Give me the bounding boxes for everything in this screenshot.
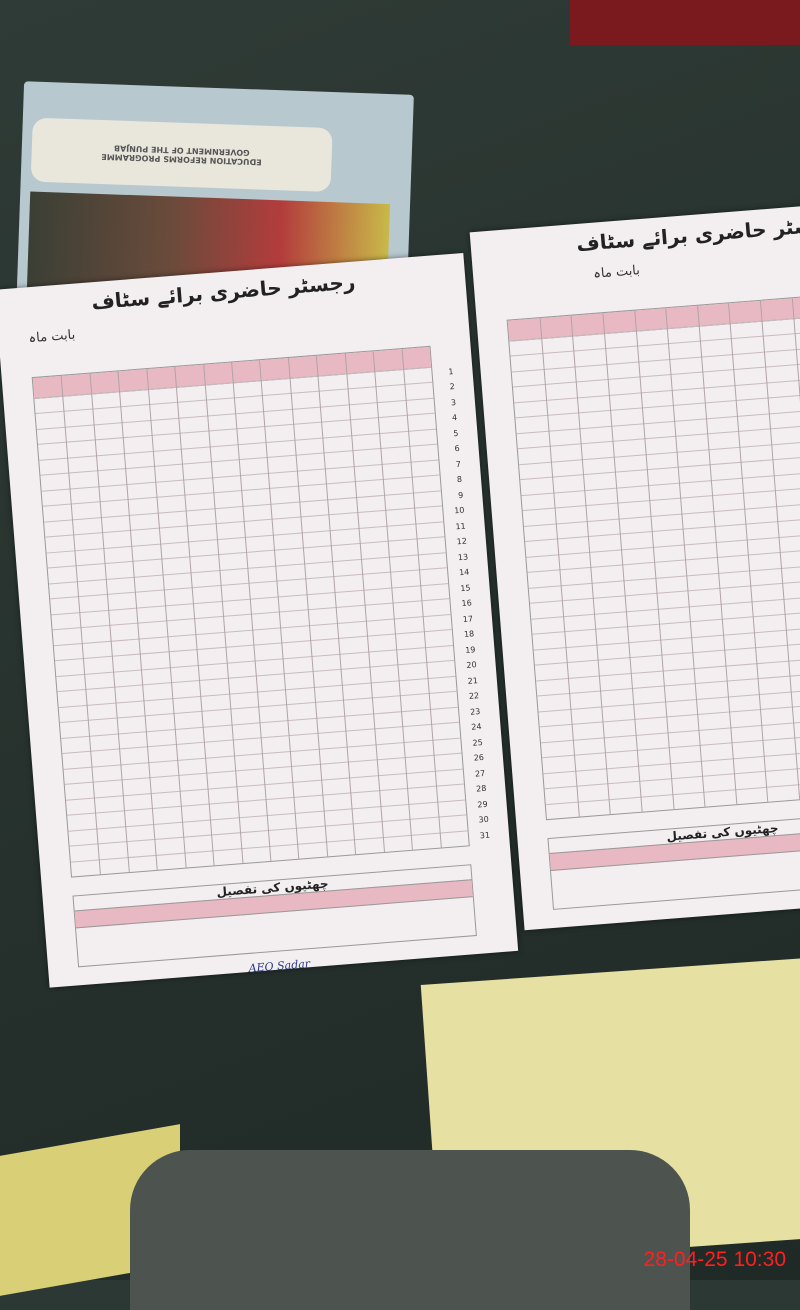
row-number: 11 xyxy=(455,521,467,532)
row-number: 17 xyxy=(462,614,474,624)
row-number: 3 xyxy=(450,397,457,408)
leave-details: چھٹیوں کی تفصیل xyxy=(72,864,477,968)
row-number: 18 xyxy=(463,629,475,640)
grid-row-line xyxy=(536,652,800,682)
grid-row-line xyxy=(542,730,800,759)
row-number: 25 xyxy=(472,737,484,748)
row-number: 13 xyxy=(457,552,469,563)
row-number: 8 xyxy=(456,475,463,485)
month-label: بابت ماہ xyxy=(28,327,76,347)
row-number: 24 xyxy=(470,722,482,732)
timestamp: 28-04-25 10:30 xyxy=(643,1248,786,1271)
sleeve xyxy=(130,1150,690,1310)
row-number: 14 xyxy=(458,567,470,578)
row-number: 20 xyxy=(466,660,477,671)
row-number: 29 xyxy=(477,799,488,810)
cover-band: EDUCATION REFORMS PROGRAMME GOVERNMENT O… xyxy=(30,117,333,193)
row-number: 1 xyxy=(448,367,454,377)
grid-row-line xyxy=(543,745,800,774)
handwritten-note: AEO Sadar xyxy=(248,957,311,975)
row-number: 22 xyxy=(468,691,480,702)
row-number: 19 xyxy=(464,644,476,655)
row-number: 6 xyxy=(454,444,460,454)
red-cloth xyxy=(570,0,800,45)
leave-details-right: چھٹیوں کی تفصیل xyxy=(547,810,800,910)
row-number: 15 xyxy=(460,583,471,593)
grid-row-line xyxy=(537,668,800,697)
row-number: 27 xyxy=(474,768,486,779)
row-number: 2 xyxy=(449,382,456,392)
row-number: 7 xyxy=(455,459,462,470)
row-number: 31 xyxy=(479,830,491,840)
row-number: 26 xyxy=(473,752,485,763)
attendance-grid: 1 2 3 4 5 6 7 8 9 10 11 12 13 14 15 16 17 18 19 20 21 22 23 24 2… xyxy=(31,345,490,878)
row-number: 30 xyxy=(478,814,490,825)
row-number: 16 xyxy=(461,598,473,609)
row-number: 28 xyxy=(475,783,487,794)
row-number: 23 xyxy=(469,706,481,717)
month-label-right: بابت ماہ xyxy=(592,263,641,282)
page-title-right: رجسٹر حاضری برائے سٹاف xyxy=(575,211,800,256)
page-title: رجسٹر حاضری برائے سٹاف xyxy=(90,269,357,315)
row-number: 4 xyxy=(451,413,458,423)
row-number: 9 xyxy=(457,490,464,500)
row-number: 10 xyxy=(453,505,465,516)
attendance-grid-right xyxy=(506,292,800,821)
row-number: 12 xyxy=(456,536,468,547)
right-page: رجسٹر حاضری برائے سٹاف بابت ماہ چھٹیوں ک… xyxy=(469,202,800,931)
row-number: 21 xyxy=(467,675,479,686)
row-number: 5 xyxy=(452,428,459,439)
